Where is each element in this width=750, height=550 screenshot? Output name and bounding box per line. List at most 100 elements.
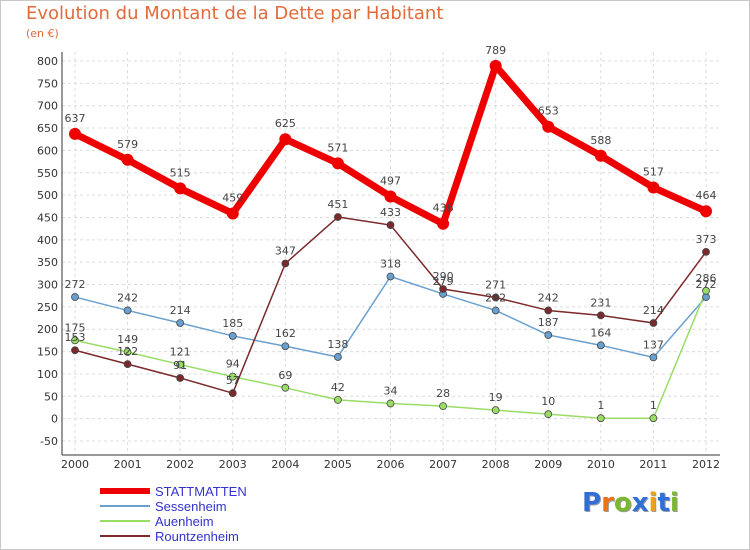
logo-letter: x [631,488,649,518]
data-label-auenheim: 1 [650,399,657,412]
y-tick-label: 0 [51,413,58,426]
data-label-rountzenheim: 153 [65,331,86,344]
x-tick-label: 2010 [587,458,615,471]
data-point-auenheim [702,286,710,295]
data-label-sessenheim: 272 [65,278,86,291]
data-label-sessenheim: 242 [117,291,138,304]
data-point-rountzenheim [123,360,132,369]
legend-item-rountzenheim: Rountzenheim [100,529,320,544]
logo-letter: r [601,488,614,518]
data-point-auenheim [281,383,290,392]
data-label-rountzenheim: 271 [485,278,506,291]
data-point-rountzenheim [649,319,658,327]
data-label-sessenheim: 242 [485,291,506,304]
x-tick-label: 2000 [61,458,89,471]
logo-letter: i [669,488,679,518]
legend-item-auenheim: Auenheim [100,514,320,529]
data-label-rountzenheim: 122 [117,345,138,358]
y-tick-label: 100 [37,368,58,381]
data-label-auenheim: 94 [226,358,240,371]
data-label-sessenheim: 162 [275,327,296,340]
data-point-auenheim [176,360,185,369]
data-label-stattmatten: 588 [590,134,611,147]
data-point-auenheim [386,399,395,408]
data-point-stattmatten [647,181,660,194]
data-label-stattmatten: 515 [170,166,191,179]
data-point-sessenheim [386,272,395,281]
logo-letter: i [648,488,658,518]
data-point-rountzenheim [176,374,185,382]
y-tick-label: 800 [37,55,58,68]
data-point-stattmatten [437,217,450,230]
data-point-rountzenheim [491,293,500,302]
proxiti-logo: Proxiti [582,488,679,518]
data-label-rountzenheim: 57 [226,374,240,387]
data-point-auenheim [596,414,605,423]
data-point-sessenheim [176,319,185,327]
data-point-sessenheim [544,331,553,339]
data-label-rountzenheim: 373 [696,233,717,246]
data-point-rountzenheim [228,389,237,398]
logo-letter: P [582,488,602,518]
data-point-rountzenheim [281,259,290,268]
y-tick-label: 600 [37,144,58,157]
legend-label-sessenheim: Sessenheim [155,499,227,514]
data-point-rountzenheim [544,306,553,315]
data-label-sessenheim: 318 [380,257,401,270]
data-label-auenheim: 149 [117,333,138,346]
data-label-stattmatten: 464 [696,189,717,202]
y-tick-label: 550 [37,167,58,180]
data-point-stattmatten [700,205,712,218]
data-label-stattmatten: 497 [380,174,401,187]
data-point-sessenheim [71,293,79,301]
data-point-auenheim [491,406,500,415]
data-point-sessenheim [228,332,237,340]
x-tick-label: 2012 [692,458,720,471]
data-point-auenheim [334,395,342,404]
data-label-rountzenheim: 347 [275,245,296,258]
data-label-rountzenheim: 231 [590,296,611,309]
data-point-rountzenheim [702,247,710,256]
y-tick-label: 400 [37,234,58,247]
data-point-stattmatten [174,182,187,195]
data-point-sessenheim [334,353,342,361]
y-tick-label: 50 [44,390,58,403]
x-tick-label: 2007 [429,458,457,471]
data-label-sessenheim: 187 [538,316,559,329]
data-label-rountzenheim: 242 [538,291,559,304]
data-label-rountzenheim: 290 [433,270,454,283]
y-tick-label: 250 [37,301,58,314]
legend-swatch-rountzenheim [100,535,150,537]
data-label-stattmatten: 579 [117,138,138,151]
data-label-sessenheim: 214 [170,304,191,317]
data-label-sessenheim: 137 [643,338,664,351]
data-point-stattmatten [331,157,344,170]
legend-item-stattmatten: STATTMATTEN [100,484,320,499]
data-point-sessenheim [596,341,605,350]
logo-letter: t [657,488,670,518]
legend-swatch-stattmatten [100,488,150,494]
data-point-stattmatten [279,133,292,146]
data-point-stattmatten [594,149,607,162]
data-label-auenheim: 121 [170,346,191,359]
data-point-stattmatten [489,59,502,72]
data-point-auenheim [544,410,553,419]
y-tick-label: 700 [37,100,58,113]
data-point-rountzenheim [596,311,605,320]
y-tick-label: -50 [40,435,58,448]
data-label-stattmatten: 459 [222,191,243,204]
x-tick-label: 2006 [377,458,405,471]
data-point-auenheim [228,372,237,381]
data-label-auenheim: 42 [331,381,345,394]
y-tick-label: 450 [37,211,58,224]
data-point-stattmatten [121,153,134,166]
y-tick-label: 350 [37,256,58,269]
data-label-stattmatten: 789 [485,44,506,57]
legend-swatch-auenheim [100,520,150,522]
data-point-sessenheim [491,306,500,315]
data-point-rountzenheim [71,346,79,355]
x-tick-label: 2011 [639,458,667,471]
data-label-auenheim: 28 [436,387,450,400]
data-point-stattmatten [226,207,239,220]
data-label-rountzenheim: 214 [643,304,664,317]
